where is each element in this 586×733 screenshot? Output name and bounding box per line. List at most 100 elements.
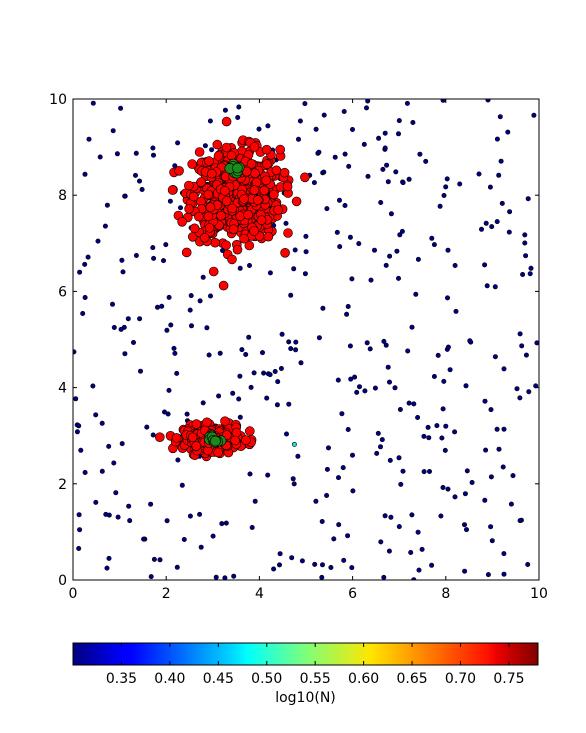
background-point bbox=[93, 412, 99, 418]
background-point bbox=[396, 524, 402, 530]
background-point bbox=[97, 154, 103, 160]
background-point bbox=[441, 378, 447, 384]
cluster-point bbox=[184, 204, 194, 214]
background-point bbox=[331, 536, 337, 542]
background-point bbox=[302, 271, 308, 277]
background-point bbox=[246, 334, 252, 340]
background-point bbox=[441, 193, 447, 199]
background-point bbox=[501, 426, 507, 432]
background-point bbox=[395, 131, 401, 137]
background-point bbox=[356, 384, 362, 390]
background-point bbox=[231, 573, 237, 579]
background-point bbox=[291, 266, 297, 272]
background-point bbox=[210, 533, 216, 539]
background-point bbox=[445, 486, 451, 492]
background-point bbox=[463, 527, 469, 533]
background-point bbox=[311, 180, 317, 186]
background-point bbox=[144, 424, 150, 430]
background-point bbox=[295, 453, 301, 459]
x-tick-label: 0 bbox=[69, 586, 78, 602]
cluster-point bbox=[261, 175, 272, 186]
background-point bbox=[275, 379, 281, 385]
background-point bbox=[175, 140, 181, 146]
background-point bbox=[137, 316, 143, 322]
cluster-point bbox=[227, 203, 237, 214]
background-point bbox=[494, 426, 500, 432]
cluster-point bbox=[244, 240, 255, 251]
background-point bbox=[298, 360, 304, 366]
background-point bbox=[415, 256, 421, 262]
colorbar-tick-label: 0.40 bbox=[154, 671, 185, 687]
background-point bbox=[384, 162, 390, 168]
cluster-point bbox=[167, 185, 178, 195]
background-point bbox=[386, 379, 392, 385]
background-point bbox=[319, 562, 325, 568]
background-point bbox=[501, 366, 507, 372]
background-point bbox=[440, 406, 446, 412]
background-point bbox=[510, 473, 516, 479]
background-point bbox=[328, 564, 334, 570]
background-point bbox=[438, 513, 444, 519]
background-point bbox=[426, 435, 432, 441]
background-point bbox=[85, 254, 91, 260]
background-point bbox=[415, 414, 421, 420]
cluster-point bbox=[205, 202, 216, 212]
background-point bbox=[239, 347, 245, 353]
background-point bbox=[394, 248, 400, 254]
cluster-point bbox=[187, 159, 197, 169]
background-point bbox=[386, 548, 392, 554]
background-point bbox=[151, 152, 157, 158]
background-point bbox=[76, 423, 82, 429]
background-point bbox=[526, 389, 532, 395]
background-point bbox=[476, 171, 482, 177]
background-point bbox=[398, 481, 404, 487]
cluster-point bbox=[187, 432, 198, 443]
background-point bbox=[517, 518, 523, 524]
background-point bbox=[440, 484, 446, 490]
colorbar-tick-label: 0.70 bbox=[445, 671, 476, 687]
cluster-point bbox=[216, 210, 226, 221]
cluster-point bbox=[174, 166, 184, 176]
background-point bbox=[342, 203, 348, 209]
background-point bbox=[316, 149, 322, 155]
background-point bbox=[520, 271, 526, 277]
cluster-point bbox=[221, 116, 232, 127]
background-point bbox=[289, 555, 295, 561]
background-point bbox=[82, 469, 88, 475]
cluster-point bbox=[220, 416, 230, 427]
background-point bbox=[349, 452, 355, 458]
cluster-point bbox=[246, 159, 257, 169]
background-point bbox=[267, 372, 273, 378]
background-point bbox=[223, 520, 229, 526]
background-point bbox=[426, 468, 432, 474]
background-point bbox=[341, 109, 347, 115]
background-point bbox=[259, 350, 265, 356]
cluster-point bbox=[227, 254, 237, 265]
background-point bbox=[111, 324, 117, 330]
colorbar-tick-label: 0.75 bbox=[493, 671, 524, 687]
background-point bbox=[316, 335, 322, 341]
background-point bbox=[236, 104, 242, 110]
background-point bbox=[247, 471, 253, 477]
cluster-point bbox=[171, 433, 182, 443]
background-point bbox=[335, 377, 341, 383]
background-point bbox=[150, 145, 156, 151]
background-point bbox=[345, 303, 351, 309]
background-point bbox=[151, 556, 157, 562]
cluster-point bbox=[232, 244, 243, 255]
background-point bbox=[349, 276, 355, 282]
background-point bbox=[119, 441, 125, 447]
background-point bbox=[252, 498, 258, 504]
background-point bbox=[236, 396, 242, 402]
background-point bbox=[376, 135, 382, 141]
cluster-point bbox=[239, 194, 249, 204]
background-point bbox=[419, 546, 425, 552]
background-point bbox=[367, 346, 373, 352]
cluster-point bbox=[241, 435, 251, 445]
background-point bbox=[198, 544, 204, 550]
background-point bbox=[247, 262, 253, 268]
background-point bbox=[208, 293, 214, 299]
background-point bbox=[293, 347, 299, 353]
cluster-point bbox=[275, 144, 286, 155]
background-point bbox=[443, 423, 449, 429]
